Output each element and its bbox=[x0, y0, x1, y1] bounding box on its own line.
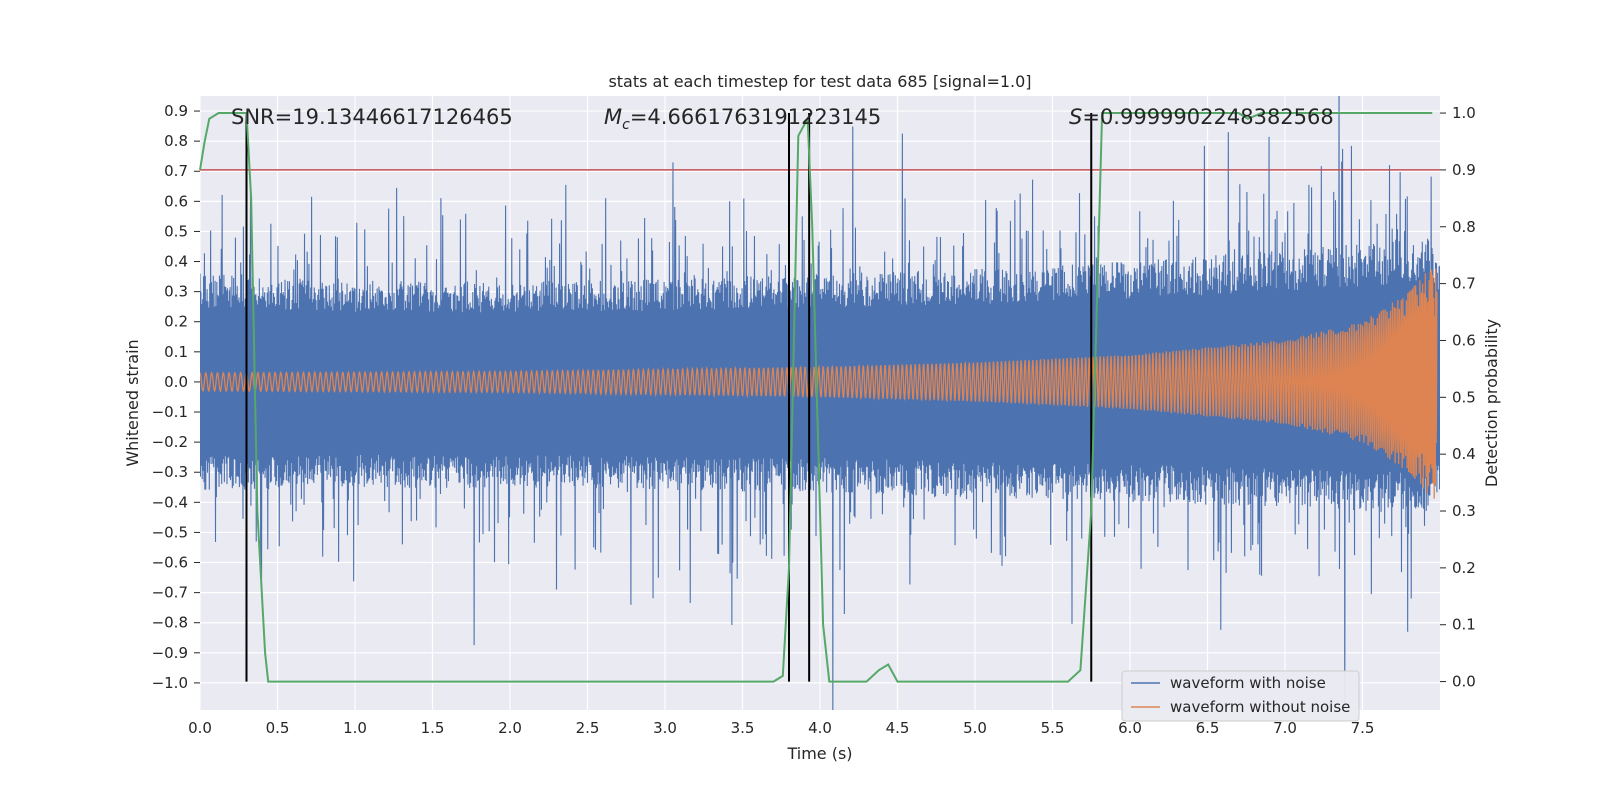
noisy-waveform-path bbox=[200, 96, 1440, 710]
y2-tick-label: 0.1 bbox=[1452, 616, 1476, 634]
y-tick-label: −1.0 bbox=[152, 674, 188, 692]
legend: waveform with noise waveform without noi… bbox=[1121, 670, 1360, 722]
y-tick-label: −0.4 bbox=[152, 493, 188, 511]
y-tick-label: −0.9 bbox=[152, 644, 188, 662]
y-tick-label: −0.1 bbox=[152, 403, 188, 421]
y2-axis-ticks: 1.0 0.9 0.8 0.7 0.6 0.5 0.4 0.3 0.2 0.1 0.0 bbox=[1440, 104, 1476, 691]
x-tick-label: 3.0 bbox=[653, 719, 677, 737]
x-tick-label: 0.5 bbox=[266, 719, 290, 737]
x-axis-label: Time (s) bbox=[786, 744, 852, 763]
clean-waveform-path bbox=[200, 268, 1438, 499]
x-tick-label: 5.5 bbox=[1041, 719, 1065, 737]
y2-tick-label: 0.0 bbox=[1452, 673, 1476, 691]
x-tick-label: 4.0 bbox=[808, 719, 832, 737]
y-tick-label: 0.0 bbox=[164, 373, 188, 391]
legend-label-clean: waveform without noise bbox=[1170, 698, 1350, 716]
detection-probability-line bbox=[199, 112, 1433, 683]
snr-annotation: SNR=19.13446617126465 bbox=[231, 105, 513, 129]
x-tick-label: 3.5 bbox=[731, 719, 755, 737]
x-tick-label: 7.0 bbox=[1273, 719, 1297, 737]
x-tick-label: 7.5 bbox=[1351, 719, 1375, 737]
y2-tick-label: 0.3 bbox=[1452, 502, 1476, 520]
y-tick-label: −0.2 bbox=[152, 433, 188, 451]
s-symbol: S bbox=[1069, 105, 1082, 129]
x-axis-ticks: 0.0 0.5 1.0 1.5 2.0 2.5 3.0 3.5 4.0 4.5 5.0 5.5 6.0 6… bbox=[188, 719, 1374, 737]
y-tick-label: 0.2 bbox=[164, 313, 188, 331]
series-waveform-with-noise bbox=[200, 96, 1440, 710]
chirp-mass-subscript: c bbox=[622, 117, 630, 133]
y-tick-label: −0.5 bbox=[152, 523, 188, 541]
s-annotation: S=0.9999902248382568 bbox=[1069, 105, 1334, 129]
y2-tick-label: 0.9 bbox=[1452, 161, 1476, 179]
chart-title: stats at each timestep for test data 685… bbox=[608, 72, 1031, 91]
x-tick-label: 1.0 bbox=[343, 719, 367, 737]
y-tick-label: 0.4 bbox=[164, 253, 188, 271]
chirp-mass-value: =4.6661763191223145 bbox=[630, 105, 881, 129]
y-tick-label: −0.6 bbox=[152, 554, 188, 572]
x-tick-label: 0.0 bbox=[188, 719, 212, 737]
x-tick-label: 2.0 bbox=[498, 719, 522, 737]
y-tick-label: 0.1 bbox=[164, 343, 188, 361]
y2-tick-label: 0.5 bbox=[1452, 388, 1476, 406]
y-tick-label: −0.8 bbox=[152, 614, 188, 632]
y-tick-label: 0.8 bbox=[164, 132, 188, 150]
x-tick-label: 6.5 bbox=[1196, 719, 1220, 737]
y2-tick-label: 0.2 bbox=[1452, 559, 1476, 577]
chirp-mass-symbol: M bbox=[604, 105, 622, 129]
series-detection-probability bbox=[199, 112, 1433, 683]
y-tick-label: −0.3 bbox=[152, 463, 188, 481]
y2-tick-label: 1.0 bbox=[1452, 104, 1476, 122]
x-tick-label: 1.5 bbox=[421, 719, 445, 737]
y-axis-ticks: 0.9 0.8 0.7 0.6 0.5 0.4 0.3 0.2 0.1 0.0 −0.1 −0.2 −0… bbox=[152, 102, 200, 692]
y2-tick-label: 0.6 bbox=[1452, 331, 1476, 349]
x-tick-label: 2.5 bbox=[576, 719, 600, 737]
y2-tick-label: 0.4 bbox=[1452, 445, 1476, 463]
y-tick-label: 0.3 bbox=[164, 283, 188, 301]
y-tick-label: 0.5 bbox=[164, 222, 188, 240]
x-tick-label: 4.5 bbox=[886, 719, 910, 737]
y2-axis-label: Detection probability bbox=[1482, 319, 1501, 487]
y2-tick-label: 0.8 bbox=[1452, 218, 1476, 236]
x-tick-label: 5.0 bbox=[963, 719, 987, 737]
legend-box bbox=[1121, 670, 1360, 722]
y-axis-label: Whitened strain bbox=[123, 339, 142, 466]
y-tick-label: 0.6 bbox=[164, 192, 188, 210]
vertical-markers bbox=[245, 113, 1093, 682]
y-tick-label: 0.9 bbox=[164, 102, 188, 120]
x-tick-label: 6.0 bbox=[1118, 719, 1142, 737]
y2-tick-label: 0.7 bbox=[1452, 275, 1476, 293]
y-tick-label: −0.7 bbox=[152, 584, 188, 602]
s-value: =0.9999902248382568 bbox=[1082, 105, 1333, 129]
series-waveform-without-noise bbox=[200, 268, 1438, 499]
y-tick-label: 0.7 bbox=[164, 162, 188, 180]
legend-label-noisy: waveform with noise bbox=[1170, 674, 1326, 692]
chirp-mass-annotation: Mc=4.6661763191223145 bbox=[604, 105, 881, 133]
